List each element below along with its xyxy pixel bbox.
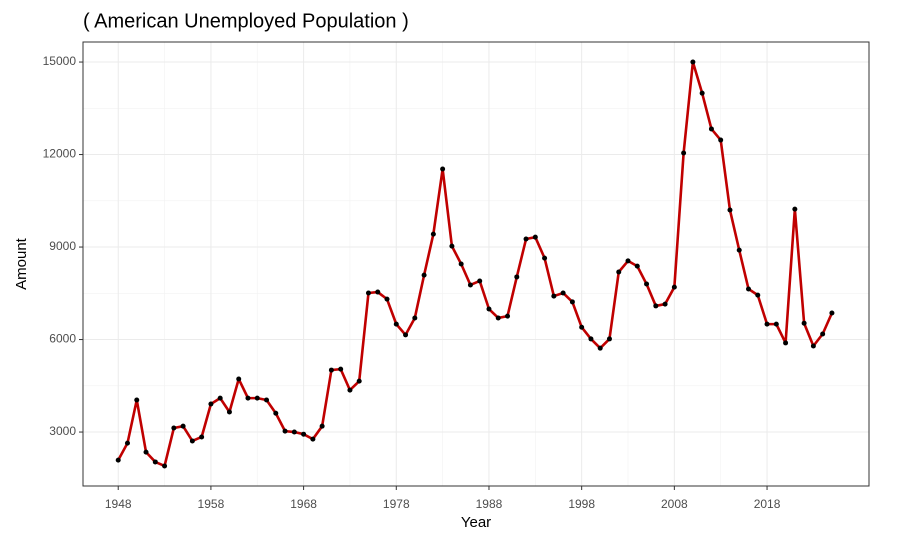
data-point [124,440,130,446]
y-tick-label: 9000 [49,239,76,253]
data-point [356,378,362,384]
data-point [708,126,714,132]
data-point [634,263,640,269]
data-point [440,166,446,172]
data-point [644,281,650,287]
data-point [430,231,436,237]
data-point [560,290,566,296]
data-point [245,395,251,401]
y-tick-label: 3000 [49,424,76,438]
x-tick-label: 1948 [105,497,132,511]
data-point [310,436,316,442]
data-point [458,261,464,267]
data-point [801,320,807,326]
data-point [365,290,371,296]
data-point [671,284,677,290]
data-point [189,438,195,444]
y-tick-label: 6000 [49,332,76,346]
data-point [375,289,381,295]
data-point [764,321,770,327]
x-tick-label: 2008 [661,497,688,511]
data-point [282,428,288,434]
data-point [143,449,149,455]
data-point [477,278,483,284]
data-point [384,296,390,302]
y-tick-label: 12000 [43,147,77,161]
data-point [792,206,798,212]
data-point [810,343,816,349]
data-point [301,431,307,437]
data-point [467,282,473,288]
data-point [403,332,409,338]
data-point [162,463,168,469]
data-point [551,293,557,299]
data-point [291,429,297,435]
data-point [347,387,353,393]
data-point [328,367,334,373]
data-point [616,269,622,275]
data-point [588,336,594,342]
data-point [773,321,779,327]
data-point [625,258,631,264]
data-point [319,423,325,429]
y-axis-label: Amount [13,237,30,290]
data-point [134,397,140,403]
data-point [152,459,158,465]
x-tick-label: 1968 [290,497,317,511]
data-point [727,207,733,213]
data-point [606,336,612,342]
data-point [755,292,761,298]
data-point [486,306,492,312]
chart-title: ( American Unemployed Population ) [83,10,409,32]
x-tick-label: 2018 [754,497,781,511]
data-point [681,150,687,156]
data-point [236,376,242,382]
data-point [273,410,279,416]
data-point [217,395,223,401]
data-point [505,313,511,319]
data-point [421,272,427,278]
data-point [579,324,585,330]
y-tick-label: 15000 [43,54,77,68]
panel-border [82,41,870,487]
data-point [180,423,186,429]
data-point [597,345,603,351]
data-point [736,247,742,253]
x-tick-label: 1988 [476,497,503,511]
data-point [783,340,789,346]
data-point [412,315,418,321]
x-axis-label: Year [461,514,491,531]
data-point [746,286,752,292]
data-point [718,137,724,143]
data-point [699,90,705,96]
data-point [495,315,501,321]
data-point [208,401,214,407]
data-point [254,395,260,401]
data-point [653,303,659,309]
data-point [820,331,826,337]
data-point [199,434,205,440]
data-point [226,409,232,415]
data-point [115,457,121,463]
data-point [690,59,696,65]
data-point [569,299,575,305]
data-point [171,425,177,431]
data-point [338,366,344,372]
data-point [829,310,835,316]
data-point [393,321,399,327]
data-point [662,301,668,307]
data-point [532,234,538,240]
data-point [542,255,548,261]
x-tick-label: 1998 [568,497,595,511]
data-point [514,274,520,280]
x-tick-label: 1958 [198,497,225,511]
x-tick-label: 1978 [383,497,410,511]
data-point [449,243,455,249]
data-point [523,236,529,242]
data-point [264,397,270,403]
